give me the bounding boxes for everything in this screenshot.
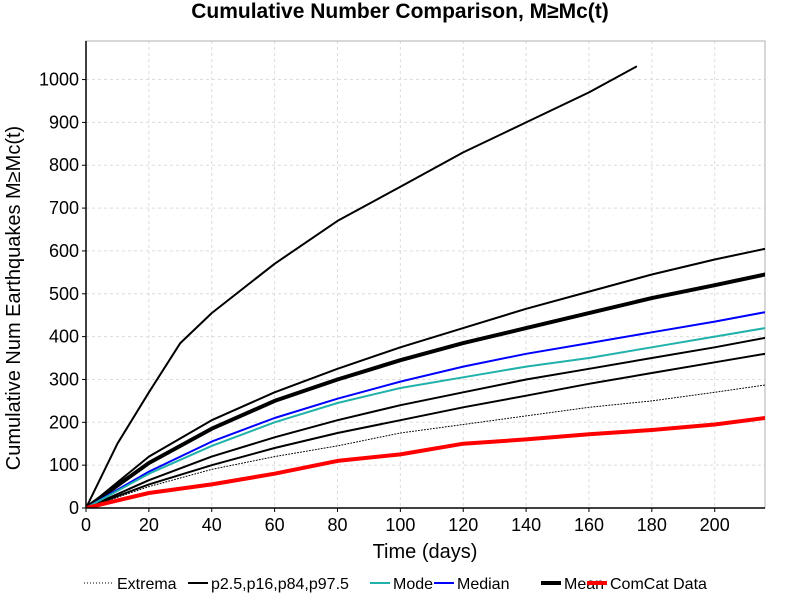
x-tick-label: 80 [327, 515, 347, 535]
series-line-extrema-upper [86, 65, 638, 508]
legend-label: Median [457, 576, 509, 593]
y-axis-title: Cumulative Num Earthquakes M≥Mc(t) [3, 126, 25, 470]
x-tick-label: 20 [139, 515, 159, 535]
x-tick-label: 180 [637, 515, 667, 535]
x-axis-title: Time (days) [373, 541, 478, 563]
legend-label: Mean [564, 576, 604, 593]
y-tick-label: 1000 [39, 70, 79, 90]
legend-label: Mode [393, 576, 433, 593]
y-tick-label: 600 [49, 241, 79, 261]
series-line-median [86, 311, 765, 508]
series-line-p97-5 [86, 247, 765, 508]
grid-lines [86, 41, 765, 508]
series-line-p84 [86, 336, 765, 508]
y-tick-labels: 0 100 200 300 400 500 600 700 800 900 1000 [39, 70, 86, 518]
y-tick-label: 900 [49, 112, 79, 132]
y-tick-label: 0 [69, 498, 79, 518]
x-tick-label: 200 [700, 515, 730, 535]
y-tick-label: 100 [49, 455, 79, 475]
y-tick-label: 400 [49, 327, 79, 347]
series-lines [86, 65, 765, 508]
chart-title: Cumulative Number Comparison, M≥Mc(t) [191, 0, 609, 23]
series-line-p16 [86, 352, 765, 508]
x-tick-labels: 0 20 40 60 80 100 120 140 160 180 200 [81, 508, 730, 535]
y-tick-label: 200 [49, 412, 79, 432]
legend-label: p2.5,p16,p84,p97.5 [211, 576, 349, 593]
x-tick-label: 60 [265, 515, 285, 535]
x-tick-label: 160 [574, 515, 604, 535]
x-tick-label: 0 [81, 515, 91, 535]
x-tick-label: 100 [385, 515, 415, 535]
series-line-extrema-lower [86, 384, 765, 508]
y-tick-label: 800 [49, 155, 79, 175]
y-tick-label: 500 [49, 284, 79, 304]
y-tick-label: 700 [49, 198, 79, 218]
y-tick-label: 300 [49, 369, 79, 389]
series-line-mode [86, 327, 765, 508]
legend-label: ComCat Data [610, 576, 707, 593]
series-line-mean [86, 272, 765, 508]
series-line-comcat [86, 416, 765, 508]
x-tick-label: 140 [511, 515, 541, 535]
x-tick-label: 40 [202, 515, 222, 535]
x-tick-label: 120 [448, 515, 478, 535]
legend: Extrema p2.5,p16,p84,p97.5 Mode Median Mean C… [84, 576, 707, 593]
legend-label: Extrema [117, 576, 177, 593]
plot-frame [85, 40, 766, 509]
